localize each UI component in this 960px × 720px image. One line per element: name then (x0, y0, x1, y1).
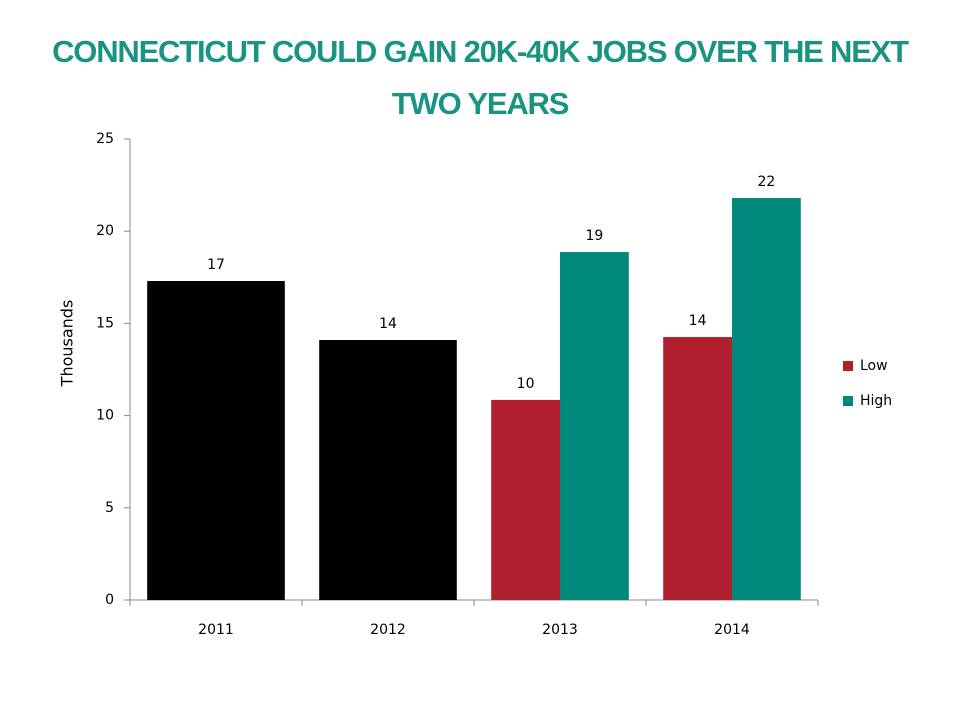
y-tick-label: 10 (96, 408, 114, 424)
data-label: 14 (379, 316, 397, 332)
data-label: 14 (689, 313, 707, 329)
x-tick-label: 2014 (714, 622, 750, 638)
bar (732, 198, 801, 600)
legend-swatch (843, 396, 853, 406)
legend-swatch (843, 361, 853, 371)
data-label: 10 (517, 376, 535, 392)
legend-label: Low (860, 358, 888, 374)
y-tick-label: 25 (96, 131, 114, 147)
x-tick-label: 2012 (370, 622, 406, 638)
bar (147, 280, 285, 600)
bar (319, 339, 457, 600)
legend-label: High (860, 393, 892, 409)
data-label: 17 (207, 257, 225, 273)
bar (491, 399, 560, 600)
y-axis-label: Thousands (58, 300, 77, 388)
y-tick-label: 15 (96, 315, 114, 331)
data-label: 19 (585, 228, 603, 244)
bar (560, 252, 629, 600)
y-tick-label: 0 (105, 592, 114, 608)
chart-title: CONNECTICUT COULD GAIN 20K-40K JOBS OVER… (52, 34, 909, 121)
y-tick-label: 20 (96, 223, 114, 239)
x-tick-label: 2011 (198, 622, 234, 638)
bar (663, 337, 732, 600)
y-tick-label: 5 (105, 500, 114, 516)
x-tick-label: 2013 (542, 622, 578, 638)
data-label: 22 (757, 174, 775, 190)
